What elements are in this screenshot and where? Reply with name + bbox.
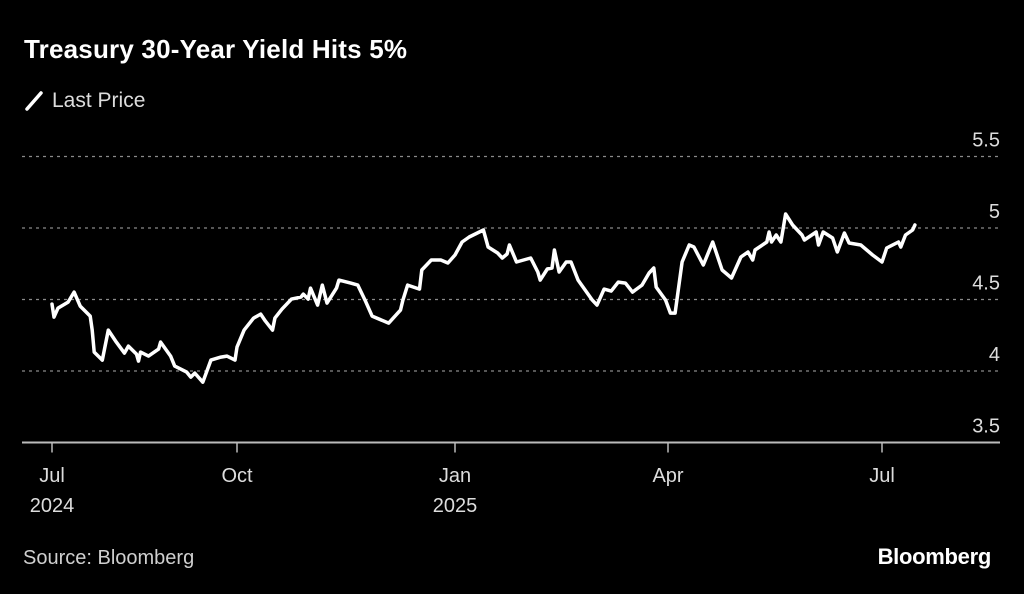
- bloomberg-logo: Bloomberg: [877, 544, 992, 569]
- y-tick-label: 4.5: [972, 273, 1000, 295]
- legend-label: Last Price: [52, 89, 146, 112]
- chart-title: Treasury 30-Year Yield Hits 5%: [24, 34, 408, 64]
- y-tick-label: 5: [989, 201, 1000, 223]
- series-line-last-price: [50, 212, 917, 384]
- x-tick-sublabel: 2025: [433, 495, 478, 517]
- legend: Last Price: [24, 89, 145, 113]
- y-tick-label: 4: [989, 344, 1000, 366]
- x-tick-label: Apr: [652, 465, 683, 487]
- x-tick-label: Oct: [221, 465, 253, 487]
- y-tick-label: 5.5: [972, 130, 1000, 152]
- x-tick-label: Jul: [39, 465, 65, 487]
- y-tick-label: 3.5: [972, 416, 1000, 438]
- x-tick-sublabel: 2024: [30, 495, 75, 517]
- source-note: Source: Bloomberg: [23, 547, 195, 569]
- line-series-icon: [25, 91, 43, 111]
- x-tick-label: Jul: [869, 465, 895, 487]
- x-tick-label: Jan: [439, 465, 471, 487]
